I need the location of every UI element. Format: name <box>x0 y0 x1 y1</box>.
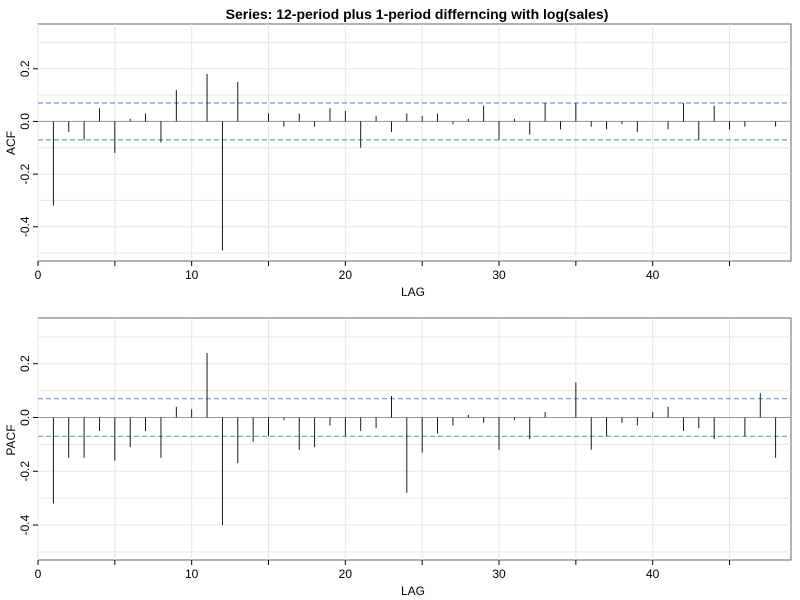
acf-y-tick-label: 0.0 <box>18 113 32 130</box>
pacf-y-tick-label: -0.4 <box>18 514 32 535</box>
acf-y-tick-label: -0.4 <box>18 216 32 237</box>
acf-x-tick-label: 0 <box>35 268 42 282</box>
pacf-y-tick-label: 0.0 <box>18 409 32 426</box>
acf-y-axis-title: ACF <box>4 131 18 155</box>
pacf-panel: 0 10 20 30 40 -0.4 -0.2 0.0 0.2 PACF LAG <box>4 317 792 598</box>
acf-x-tick-label: 20 <box>339 268 353 282</box>
acf-y-tick-label: 0.2 <box>18 60 32 77</box>
acf-x-tick-label: 40 <box>646 268 660 282</box>
pacf-y-axis-title: PACF <box>4 424 18 455</box>
pacf-x-tick-label: 30 <box>492 567 506 581</box>
pacf-plot-frame <box>37 317 792 561</box>
pacf-x-tick-label: 10 <box>185 567 199 581</box>
acf-y-tick-label: -0.2 <box>18 163 32 184</box>
acf-x-tick-label: 30 <box>492 268 506 282</box>
pacf-x-tick-label: 40 <box>646 567 660 581</box>
acf-x-axis-title: LAG <box>401 285 425 299</box>
figure-title: Series: 12-period plus 1-period differnc… <box>226 6 609 22</box>
pacf-x-tick-label: 20 <box>339 567 353 581</box>
pacf-y-tick-label: -0.2 <box>18 461 32 482</box>
acf-x-tick-label: 10 <box>185 268 199 282</box>
pacf-x-axis-title: LAG <box>401 584 425 598</box>
acf-plot-frame <box>37 23 792 262</box>
pacf-x-tick-label: 0 <box>35 567 42 581</box>
pacf-y-tick-label: 0.2 <box>18 355 32 372</box>
acf-panel: 0 10 20 30 40 -0.4 -0.2 0.0 0.2 ACF LAG <box>4 23 792 299</box>
